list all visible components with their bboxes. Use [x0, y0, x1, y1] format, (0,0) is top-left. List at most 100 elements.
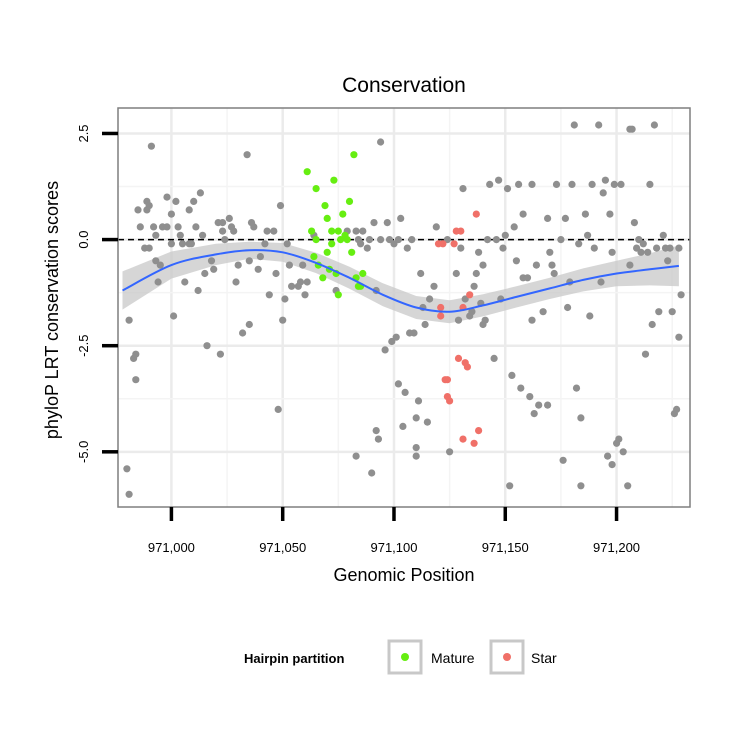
y-tick-label: 0.0 [76, 231, 91, 249]
data-point-other [357, 240, 365, 248]
data-point-other [185, 206, 193, 214]
data-point-other [207, 257, 216, 265]
data-point-other [675, 333, 683, 341]
data-point-other [595, 121, 603, 129]
data-point-other [232, 278, 240, 286]
data-point-other [201, 269, 209, 278]
data-point-other [648, 320, 656, 329]
legend-label-star: Star [531, 650, 557, 666]
data-point-other [370, 219, 378, 227]
data-point-other [561, 214, 570, 222]
data-point-other [359, 227, 367, 235]
data-point-other [377, 138, 385, 146]
data-point-other [401, 388, 409, 396]
data-point-other [181, 278, 189, 286]
data-point-other [176, 231, 184, 239]
data-point-other [288, 282, 296, 290]
data-point-other [196, 189, 204, 197]
data-point-other [526, 393, 534, 401]
data-point-other [426, 295, 434, 303]
data-point-other [363, 244, 371, 252]
data-point-mature [312, 185, 320, 193]
data-point-other [174, 223, 182, 231]
data-point-other [601, 176, 610, 184]
data-point-other [279, 316, 287, 324]
data-point-other [544, 401, 552, 409]
data-point-other [374, 435, 382, 443]
data-point-mature [319, 274, 327, 282]
data-point-other [219, 219, 227, 227]
data-point-other [539, 308, 547, 316]
data-point-other [210, 265, 218, 273]
y-tick-label: 2.5 [76, 124, 91, 142]
data-point-other [432, 223, 440, 231]
data-point-other [187, 240, 195, 248]
data-point-other [495, 176, 503, 184]
data-point-other [568, 180, 576, 188]
data-point-other [519, 210, 527, 218]
data-point-other [421, 320, 429, 329]
data-point-other [250, 223, 258, 231]
data-point-other [544, 214, 552, 222]
data-point-other [145, 202, 153, 210]
data-point-other [303, 278, 311, 286]
data-point-other [590, 244, 598, 252]
data-point-mature [308, 227, 316, 235]
data-point-other [510, 223, 518, 231]
data-point-other [639, 240, 647, 248]
data-point-other [134, 206, 142, 214]
data-point-other [606, 210, 614, 218]
data-point-other [423, 418, 431, 426]
data-point-other [225, 214, 233, 222]
data-point-mature [350, 151, 358, 159]
data-point-other [301, 291, 309, 299]
data-point-other [637, 248, 645, 256]
data-point-other [523, 274, 532, 282]
data-point-other [272, 269, 280, 278]
panel-border [117, 107, 691, 508]
data-point-other [461, 295, 469, 303]
chart-title: Conservation [342, 74, 466, 97]
data-point-other [299, 261, 307, 269]
data-point-other [653, 244, 661, 252]
data-point-other [190, 197, 198, 205]
data-point-other [615, 435, 623, 443]
data-point-other [243, 151, 251, 159]
x-tick-label: 971,100 [370, 540, 417, 555]
data-point-other [178, 240, 187, 248]
data-point-other [617, 180, 625, 188]
data-point-other [584, 231, 592, 239]
data-point-other [372, 427, 380, 435]
data-point-star [437, 303, 445, 312]
data-point-other [490, 354, 498, 362]
data-point-other [552, 180, 561, 188]
data-point-other [352, 227, 360, 235]
data-point-other [150, 223, 158, 231]
data-point-other [194, 286, 202, 295]
data-point-other [619, 448, 627, 456]
data-point-star [459, 435, 467, 443]
data-point-other [172, 197, 180, 205]
data-point-other [261, 240, 269, 248]
data-point-other [675, 244, 683, 252]
data-point-star [437, 312, 445, 320]
data-point-star [450, 240, 458, 248]
data-point-mature [328, 240, 336, 248]
data-point-other [167, 210, 175, 218]
y-tick-label: -2.5 [76, 334, 91, 356]
data-point-other [664, 257, 672, 265]
data-point-other [156, 261, 164, 269]
data-point-other [608, 248, 616, 256]
data-point-other [234, 261, 242, 269]
data-point-other [245, 257, 253, 265]
data-point-other [532, 261, 541, 269]
data-point-other [599, 189, 607, 197]
data-point-other [263, 227, 271, 235]
data-point-other [677, 291, 685, 299]
data-point-other [296, 278, 305, 286]
data-point-other [628, 125, 636, 133]
data-point-other [132, 350, 140, 358]
data-point-other [646, 180, 654, 188]
x-tick-label: 971,050 [259, 540, 306, 555]
